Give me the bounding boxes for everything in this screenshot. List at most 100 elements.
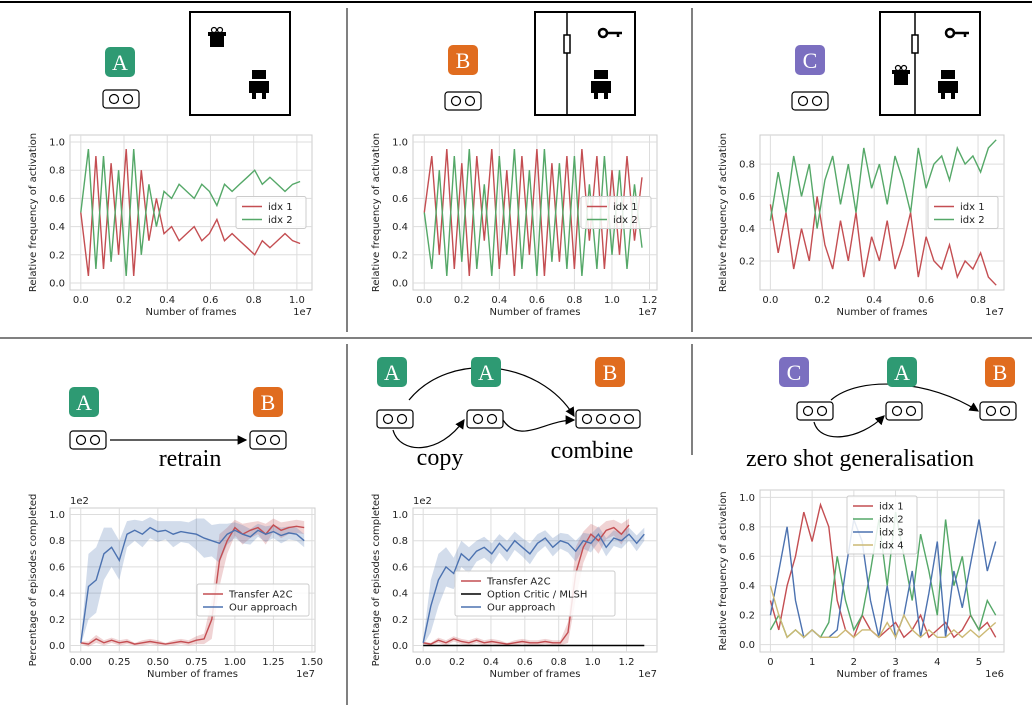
x-offset-label: 1e7: [638, 669, 657, 680]
y-tick-label: 0.4: [392, 222, 408, 233]
x-axis-label: Number of frames: [145, 307, 236, 318]
x-tick-label: 1.2: [619, 657, 635, 668]
badge: C: [795, 45, 825, 75]
memory-frame: [576, 410, 640, 428]
memory-frame: [467, 410, 503, 428]
memory-box: [797, 402, 833, 420]
robot-icon: [591, 70, 611, 99]
x-tick-label: 0.8: [566, 295, 582, 306]
x-tick-label: 1.0: [585, 657, 601, 668]
legend-label: idx 1: [613, 202, 638, 213]
memory-box: [886, 402, 922, 420]
y-tick-label: 0.0: [392, 278, 408, 289]
x-tick-label: 0.0: [73, 295, 89, 306]
memory-frame: [70, 431, 106, 449]
y-tick-label: 0.2: [49, 615, 65, 626]
legend-label: idx 2: [268, 215, 293, 226]
badge: C: [779, 357, 809, 387]
robot-icon: [938, 70, 958, 99]
badge-label: A: [894, 360, 910, 385]
badge: B: [595, 357, 625, 387]
y-tick-label: 1.0: [739, 493, 755, 504]
badge: A: [105, 47, 135, 77]
env-box: [535, 12, 635, 115]
memory-box: [445, 92, 481, 110]
y-axis-label: Relative frequency of activation: [718, 133, 729, 292]
y-tick-label: 0.2: [49, 250, 65, 261]
caption: combine: [551, 438, 634, 464]
y-axis-label: Relative frequency of activation: [28, 133, 39, 292]
y-tick-label: 0.8: [392, 536, 408, 547]
figure: ABCABretrainAABcopycombineCABzero shot g…: [0, 0, 1032, 708]
x-tick-label: 3: [892, 657, 898, 668]
badge-label: B: [456, 48, 471, 73]
memory-frame: [377, 410, 413, 428]
badge-label: A: [76, 390, 92, 415]
y-tick-label: 0.4: [739, 581, 755, 592]
y-axis-label: Relative frequency of activation: [718, 491, 729, 650]
badge: B: [985, 357, 1015, 387]
memory-frame: [445, 92, 481, 110]
x-tick-label: 0.4: [483, 657, 499, 668]
memory-box: [467, 410, 503, 428]
arrow: [503, 420, 574, 431]
y-tick-label: 0.6: [392, 562, 408, 573]
y-tick-label: 0.4: [739, 224, 755, 235]
badge-label: A: [384, 360, 400, 385]
key-icon: [946, 29, 969, 37]
badge-label: A: [112, 50, 128, 75]
y-offset-label: 1e2: [413, 496, 432, 507]
y-tick-label: 0.4: [392, 589, 408, 600]
x-tick-label: 0.2: [116, 295, 132, 306]
y-tick-label: 0.8: [392, 166, 408, 177]
env-box: [880, 12, 980, 115]
memory-frame: [103, 90, 139, 108]
badge: A: [377, 357, 407, 387]
legend-label: Our approach: [487, 603, 555, 614]
x-tick-label: 0.50: [147, 657, 169, 668]
memory-box: [250, 431, 286, 449]
robot-icon: [249, 70, 269, 99]
x-tick-label: 0.00: [70, 657, 92, 668]
memory-box: [377, 410, 413, 428]
legend-label: idx 1: [268, 202, 293, 213]
y-tick-label: 1.0: [49, 510, 65, 521]
x-tick-label: 0.4: [159, 295, 175, 306]
x-tick-label: 5: [976, 657, 982, 668]
memory-box: [103, 90, 139, 108]
y-tick-label: 1.0: [392, 138, 408, 149]
y-tick-label: 0.4: [49, 589, 65, 600]
y-tick-label: 0.6: [392, 194, 408, 205]
badge: A: [471, 357, 501, 387]
x-offset-label: 1e7: [293, 307, 312, 318]
y-tick-label: 0.6: [49, 194, 65, 205]
legend-label: idx 4: [879, 541, 904, 552]
y-tick-label: 0.6: [49, 562, 65, 573]
legend-label: idx 3: [879, 528, 904, 539]
env-box: [190, 12, 290, 115]
y-tick-label: 1.0: [49, 138, 65, 149]
badge-label: B: [261, 390, 276, 415]
x-tick-label: 0.2: [449, 657, 465, 668]
y-tick-label: 1.0: [392, 510, 408, 521]
y-tick-label: 0.8: [739, 160, 755, 171]
x-tick-label: 1.50: [301, 657, 323, 668]
x-tick-label: 1.00: [224, 657, 246, 668]
badge-label: A: [478, 360, 494, 385]
caption: retrain: [159, 446, 222, 472]
key-icon: [599, 29, 622, 37]
memory-frame: [797, 402, 833, 420]
badge: B: [253, 387, 283, 417]
gift-icon: [892, 66, 910, 86]
y-axis-label: Relative frequency of activation: [371, 133, 382, 292]
y-tick-label: 0.8: [49, 166, 65, 177]
legend-label: idx 2: [613, 215, 638, 226]
x-tick-label: 4: [934, 657, 940, 668]
x-tick-label: 0.8: [970, 295, 986, 306]
x-axis-label: Number of frames: [489, 669, 580, 680]
badge-label: C: [803, 48, 818, 73]
memory-box: [70, 431, 106, 449]
y-tick-label: 0.6: [739, 552, 755, 563]
x-tick-label: 0: [767, 657, 773, 668]
x-axis-label: Number of frames: [836, 307, 927, 318]
